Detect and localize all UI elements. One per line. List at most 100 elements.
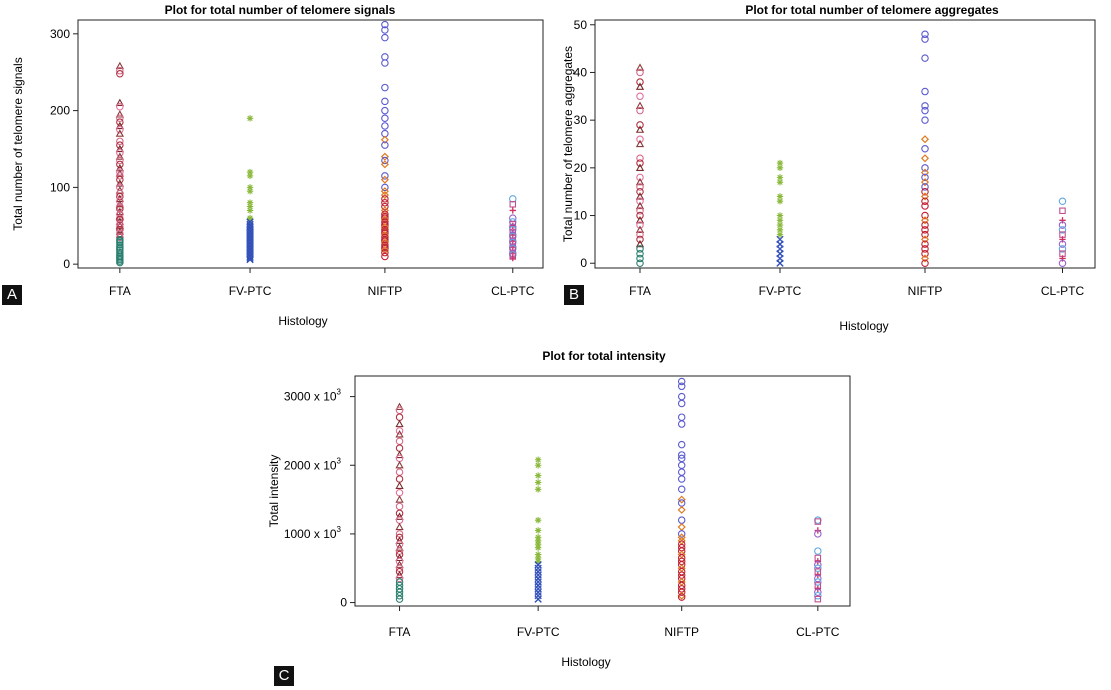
series-niftp [677,377,686,601]
panel-label-c: C [274,666,294,686]
data-point [814,574,822,583]
data-point [920,168,930,177]
data-point [246,188,254,195]
data-point [246,254,254,262]
data-point [636,211,644,220]
data-point [116,69,124,78]
series-fv-ptc [776,159,784,267]
data-point [776,198,784,205]
data-point [395,444,404,452]
data-point [636,68,644,77]
data-point [395,468,404,476]
data-point [677,461,686,470]
chart-c-svg: Plot for total intensity Total intensity H… [267,349,851,669]
data-point [381,241,389,249]
data-point [921,164,929,172]
data-point [814,564,822,572]
data-point [1058,197,1067,205]
data-point [677,505,686,514]
data-point [534,534,542,541]
data-point [677,420,686,428]
data-point [921,221,929,229]
data-point [534,578,542,586]
data-point [395,516,404,524]
data-point [381,33,389,42]
data-point [534,472,542,479]
y-tick-label: 40 [574,65,588,79]
data-point [115,98,124,107]
x-tick-label: FV-PTC [517,625,560,639]
data-point [395,495,404,503]
data-point [381,245,389,253]
data-point [395,522,404,531]
data-point [116,220,124,228]
data-point [381,53,389,61]
data-point [381,97,389,106]
data-point [921,183,929,191]
data-point [534,541,542,548]
series-niftp [380,20,389,261]
data-point [921,230,929,239]
data-point [920,216,930,225]
data-point [381,225,389,234]
x-tick-label: NIFTP [908,284,943,298]
data-point [246,115,254,122]
x-tick-label: NIFTP [368,284,403,298]
data-point [677,413,686,421]
data-point [395,595,404,603]
data-point [381,20,389,29]
data-point [115,144,124,153]
y-tick-label: 1000 x 103 [284,525,342,541]
data-point [636,254,644,263]
data-point [381,252,389,261]
data-point [381,248,389,257]
data-point [636,187,644,196]
data-point [381,198,389,207]
data-point [116,118,124,126]
data-point [921,35,929,43]
data-point [246,199,254,206]
data-point [381,59,389,67]
data-point [636,78,644,86]
data-point [635,192,645,200]
data-point [116,126,124,134]
panel-label-b: B [564,285,584,305]
data-point [635,101,645,109]
data-point [381,210,389,219]
y-tick-label: 10 [574,209,588,223]
data-point [381,218,389,226]
data-point [776,226,784,234]
data-point [381,202,389,211]
data-point [814,578,822,586]
data-point [635,163,645,171]
data-point [1059,217,1066,224]
data-point [921,211,929,220]
data-point [921,106,929,115]
data-point [395,488,404,497]
data-point [677,495,686,504]
data-point [636,221,644,229]
data-point [921,259,929,267]
data-point [381,122,389,130]
data-point [921,102,929,110]
data-point [115,129,124,137]
data-point [814,518,822,525]
x-tick-label: CL-PTC [796,625,840,639]
data-point [116,258,124,267]
data-point [381,106,389,115]
data-point [115,152,124,160]
data-point [395,502,404,511]
data-point [534,486,542,493]
data-point [534,574,542,583]
data-point [921,197,929,205]
y-tick-label: 3000 x 103 [284,388,342,404]
x-tick-label: CL-PTC [1041,284,1085,298]
data-point [677,451,686,459]
y-tick-label: 200 [50,104,70,118]
data-point [534,479,542,486]
series-fta [115,61,124,267]
data-point [635,215,645,224]
chart-title: Plot for total number of telomere signal… [165,3,396,17]
data-point [115,61,124,70]
data-point [115,110,124,118]
